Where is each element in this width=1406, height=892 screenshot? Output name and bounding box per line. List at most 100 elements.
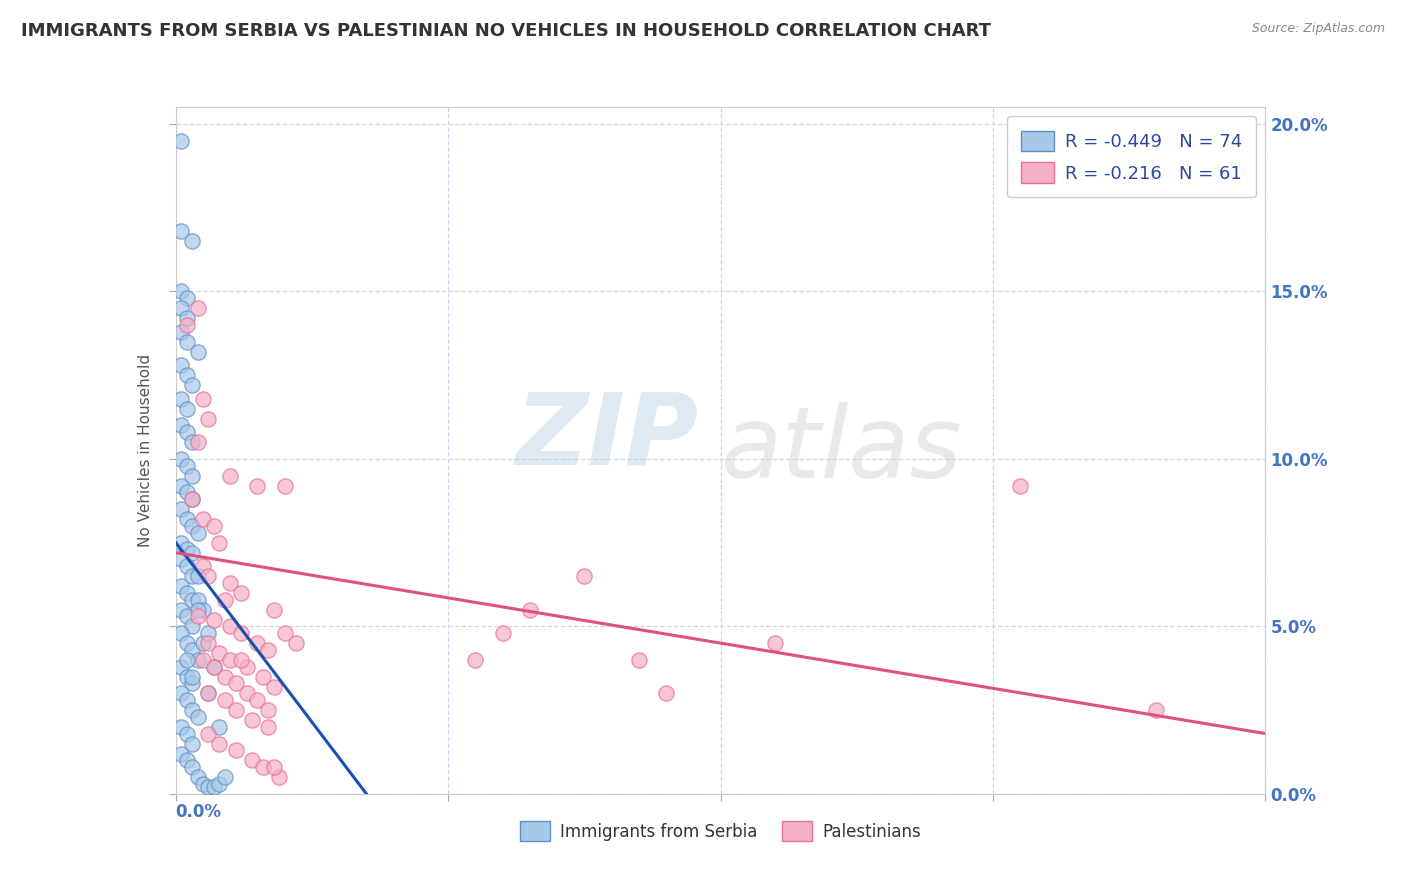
Point: [181, 468, 204, 483]
Point: [170, 552, 193, 566]
Point: [186, 609, 209, 624]
Point: [181, 491, 204, 506]
Point: [181, 234, 204, 248]
Point: [181, 670, 204, 684]
Point: [274, 478, 297, 492]
Point: [269, 770, 291, 784]
Text: 0.0%: 0.0%: [176, 803, 222, 821]
Point: [176, 485, 198, 500]
Y-axis label: No Vehicles in Household: No Vehicles in Household: [138, 354, 153, 547]
Point: [170, 392, 193, 406]
Point: [176, 334, 198, 349]
Point: [257, 642, 280, 657]
Point: [235, 659, 257, 673]
Point: [176, 311, 198, 326]
Point: [181, 642, 204, 657]
Point: [176, 670, 198, 684]
Point: [214, 592, 236, 607]
Point: [219, 619, 242, 633]
Point: [176, 458, 198, 473]
Point: [170, 418, 193, 433]
Point: [763, 636, 786, 650]
Point: [186, 770, 209, 784]
Point: [202, 780, 225, 794]
Point: [519, 602, 541, 616]
Point: [225, 676, 247, 690]
Point: [197, 726, 219, 740]
Point: [257, 703, 280, 717]
Point: [202, 519, 225, 533]
Point: [170, 626, 193, 640]
Point: [176, 291, 198, 305]
Text: ZIP: ZIP: [516, 388, 699, 485]
Point: [181, 592, 204, 607]
Point: [176, 653, 198, 667]
Point: [170, 285, 193, 299]
Point: [208, 777, 231, 791]
Point: [191, 602, 214, 616]
Point: [225, 743, 247, 757]
Point: [655, 686, 678, 700]
Point: [176, 609, 198, 624]
Point: [202, 613, 225, 627]
Point: [214, 770, 236, 784]
Point: [252, 760, 274, 774]
Point: [170, 478, 193, 492]
Text: atlas: atlas: [721, 402, 962, 499]
Point: [181, 491, 204, 506]
Point: [197, 626, 219, 640]
Point: [186, 710, 209, 724]
Point: [186, 344, 209, 359]
Point: [464, 653, 486, 667]
Point: [181, 519, 204, 533]
Point: [191, 653, 214, 667]
Point: [170, 224, 193, 238]
Point: [176, 512, 198, 526]
Point: [1010, 478, 1032, 492]
Point: [197, 686, 219, 700]
Point: [219, 653, 242, 667]
Point: [170, 358, 193, 372]
Point: [208, 535, 231, 549]
Point: [246, 636, 269, 650]
Legend: Immigrants from Serbia, Palestinians: Immigrants from Serbia, Palestinians: [513, 814, 928, 847]
Point: [170, 686, 193, 700]
Point: [176, 586, 198, 600]
Point: [176, 401, 198, 416]
Point: [181, 546, 204, 560]
Point: [186, 569, 209, 583]
Point: [263, 760, 285, 774]
Point: [214, 693, 236, 707]
Point: [170, 659, 193, 673]
Point: [197, 780, 219, 794]
Point: [186, 602, 209, 616]
Point: [170, 451, 193, 466]
Point: [191, 392, 214, 406]
Point: [176, 693, 198, 707]
Point: [170, 747, 193, 761]
Point: [176, 318, 198, 332]
Point: [492, 626, 515, 640]
Point: [219, 468, 242, 483]
Point: [191, 777, 214, 791]
Text: Source: ZipAtlas.com: Source: ZipAtlas.com: [1251, 22, 1385, 36]
Point: [181, 569, 204, 583]
Point: [176, 425, 198, 439]
Point: [284, 636, 307, 650]
Point: [231, 586, 253, 600]
Point: [231, 653, 253, 667]
Point: [208, 737, 231, 751]
Text: IMMIGRANTS FROM SERBIA VS PALESTINIAN NO VEHICLES IN HOUSEHOLD CORRELATION CHART: IMMIGRANTS FROM SERBIA VS PALESTINIAN NO…: [21, 22, 991, 40]
Point: [181, 737, 204, 751]
Point: [235, 686, 257, 700]
Point: [197, 569, 219, 583]
Point: [214, 670, 236, 684]
Point: [191, 512, 214, 526]
Point: [170, 325, 193, 339]
Point: [197, 411, 219, 425]
Point: [181, 619, 204, 633]
Point: [246, 693, 269, 707]
Point: [274, 626, 297, 640]
Point: [1144, 703, 1167, 717]
Point: [176, 726, 198, 740]
